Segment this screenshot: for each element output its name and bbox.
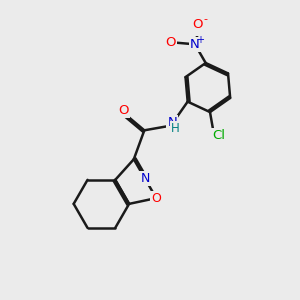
Text: N: N — [140, 172, 150, 185]
Text: O: O — [193, 18, 203, 31]
Text: O: O — [165, 36, 175, 49]
Text: O: O — [119, 104, 129, 117]
Text: +: + — [196, 35, 204, 46]
Text: N: N — [190, 38, 200, 51]
Text: -: - — [203, 15, 208, 25]
Text: N: N — [167, 116, 177, 129]
Text: H: H — [171, 122, 180, 135]
Text: Cl: Cl — [212, 129, 225, 142]
Text: O: O — [151, 192, 161, 205]
